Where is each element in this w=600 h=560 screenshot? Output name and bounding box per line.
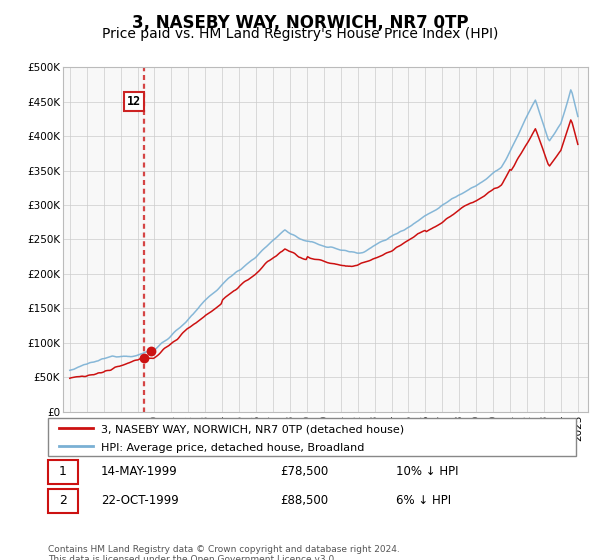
Text: 12: 12	[127, 95, 141, 108]
Text: 6% ↓ HPI: 6% ↓ HPI	[397, 494, 452, 507]
Text: 14-MAY-1999: 14-MAY-1999	[101, 465, 178, 478]
Bar	[48, 460, 78, 484]
Point	[139, 353, 149, 362]
Text: 22-OCT-1999: 22-OCT-1999	[101, 494, 179, 507]
Text: 1: 1	[59, 465, 67, 478]
Bar	[48, 489, 78, 514]
Text: Price paid vs. HM Land Registry's House Price Index (HPI): Price paid vs. HM Land Registry's House …	[102, 27, 498, 41]
Text: 10% ↓ HPI: 10% ↓ HPI	[397, 465, 459, 478]
Text: 2: 2	[59, 494, 67, 507]
Text: 3, NASEBY WAY, NORWICH, NR7 0TP: 3, NASEBY WAY, NORWICH, NR7 0TP	[132, 14, 468, 32]
Text: 3, NASEBY WAY, NORWICH, NR7 0TP (detached house): 3, NASEBY WAY, NORWICH, NR7 0TP (detache…	[101, 424, 404, 435]
Text: Contains HM Land Registry data © Crown copyright and database right 2024.
This d: Contains HM Land Registry data © Crown c…	[48, 545, 400, 560]
Text: HPI: Average price, detached house, Broadland: HPI: Average price, detached house, Broa…	[101, 443, 364, 453]
Text: £88,500: £88,500	[280, 494, 328, 507]
Point	[146, 346, 155, 355]
Text: £78,500: £78,500	[280, 465, 329, 478]
